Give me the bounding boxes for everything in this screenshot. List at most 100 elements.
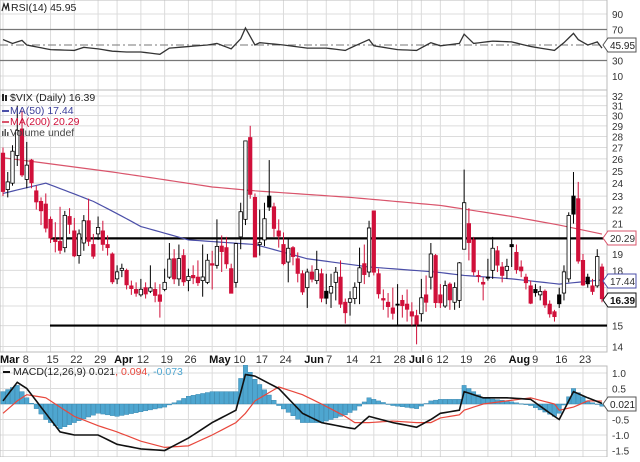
candle-body	[72, 230, 77, 257]
candle	[580, 253, 586, 286]
macd-histogram-bar	[366, 397, 372, 405]
candle	[509, 238, 514, 267]
candle-body	[95, 227, 101, 235]
candle	[119, 263, 124, 278]
macd-histogram-bar	[523, 403, 529, 405]
macd-histogram-bar	[243, 365, 248, 405]
candle	[191, 265, 196, 285]
y-axis-labels: 9070301032313029282726252423222119181514…	[612, 10, 630, 458]
candle	[347, 291, 353, 316]
candle	[352, 282, 357, 305]
rsi-legend-icon	[1, 2, 10, 12]
candle	[162, 268, 167, 292]
candlesticks	[0, 105, 605, 345]
candle	[599, 263, 605, 303]
candle-body	[76, 233, 82, 256]
candle	[262, 202, 267, 247]
candle	[271, 202, 277, 237]
macd-histogram-bar	[390, 403, 396, 406]
candle	[557, 287, 562, 308]
candle-body	[409, 311, 414, 317]
candle	[29, 158, 34, 189]
candle-body	[305, 271, 310, 289]
candle-body	[381, 298, 386, 301]
rsi-legend: RSI(14) 45.95	[1, 2, 77, 14]
x-tick-label: 8	[23, 354, 29, 366]
candle-body	[67, 216, 72, 225]
macd-legend-value: MACD(12,26,9) 0.021	[13, 366, 115, 378]
candle-body	[595, 256, 600, 287]
candle	[105, 235, 110, 256]
candle-body	[186, 276, 191, 282]
macd-histogram-bar	[247, 372, 253, 405]
macd-hist-value: , -0.073	[147, 366, 183, 378]
x-tick-label: 12	[436, 354, 448, 366]
candle-body	[490, 247, 495, 271]
candle	[566, 212, 571, 283]
macd-histogram-bar	[285, 403, 291, 413]
macd-histogram-bar	[304, 403, 310, 423]
candle-body	[10, 150, 15, 184]
x-tick-label: 17	[256, 354, 268, 366]
candle	[414, 309, 419, 345]
candle	[523, 273, 529, 290]
price-y-tick-label: 22	[612, 206, 624, 217]
macd-histogram-bar	[147, 403, 153, 411]
price-y-tick-label: 21	[612, 220, 624, 231]
rsi-y-tick-label: 10	[612, 72, 624, 83]
candle	[333, 266, 338, 301]
macd-histogram-bar	[162, 403, 168, 408]
macd-histogram-bar	[314, 403, 320, 423]
macd-histogram-bar	[418, 403, 424, 407]
macd-histogram-bar	[514, 402, 519, 405]
candle-body	[15, 129, 20, 156]
candle-legend-icon	[2, 94, 7, 101]
macd-histogram-bar	[533, 403, 538, 408]
x-tick-label: 14	[346, 354, 358, 366]
candle	[148, 265, 153, 294]
macd-histogram-bar	[528, 403, 534, 406]
candle	[0, 147, 6, 197]
macd-histogram-bar	[466, 388, 472, 405]
candle-body	[53, 239, 58, 243]
candle	[576, 181, 581, 264]
candle-body	[271, 206, 277, 229]
price-y-tick-label: 15	[612, 322, 624, 333]
candle	[447, 282, 452, 310]
candle-body	[495, 250, 500, 266]
macd-signal-line	[2, 386, 603, 449]
x-tick-label: Jul	[409, 354, 425, 366]
macd-histogram-bar	[143, 403, 149, 412]
macd-histogram-bar	[176, 400, 182, 405]
candle-body	[362, 263, 367, 275]
candle-body	[585, 276, 590, 285]
candle-body	[352, 286, 357, 299]
x-tick-label: 29	[94, 354, 106, 366]
macd-histogram-bar	[561, 403, 567, 406]
candle-body	[286, 247, 291, 263]
candle	[72, 217, 77, 258]
candle-body	[210, 263, 215, 266]
candle	[10, 145, 15, 186]
candle-body	[281, 244, 286, 265]
x-tick-label: 6	[427, 354, 433, 366]
candle-body	[129, 285, 134, 289]
support-resistance-lines	[50, 237, 607, 327]
macd-histogram-bar	[95, 403, 101, 414]
macd-histogram-bar	[433, 399, 439, 405]
candle	[547, 300, 552, 318]
candle	[495, 246, 500, 273]
candle	[504, 258, 510, 279]
macd-histogram-bar	[43, 403, 49, 420]
panel-border	[0, 89, 608, 353]
candle-body	[519, 266, 524, 272]
price-y-tick-label: 14	[612, 342, 624, 353]
price-y-tick-label: 26	[612, 155, 624, 166]
candle-body	[43, 203, 48, 229]
volume-legend-label: Volume undef	[10, 127, 74, 139]
candle	[438, 284, 443, 308]
candle	[257, 209, 262, 256]
candle	[210, 250, 215, 290]
macd-histogram-bar	[190, 395, 196, 405]
macd-histogram-bar	[352, 403, 358, 411]
